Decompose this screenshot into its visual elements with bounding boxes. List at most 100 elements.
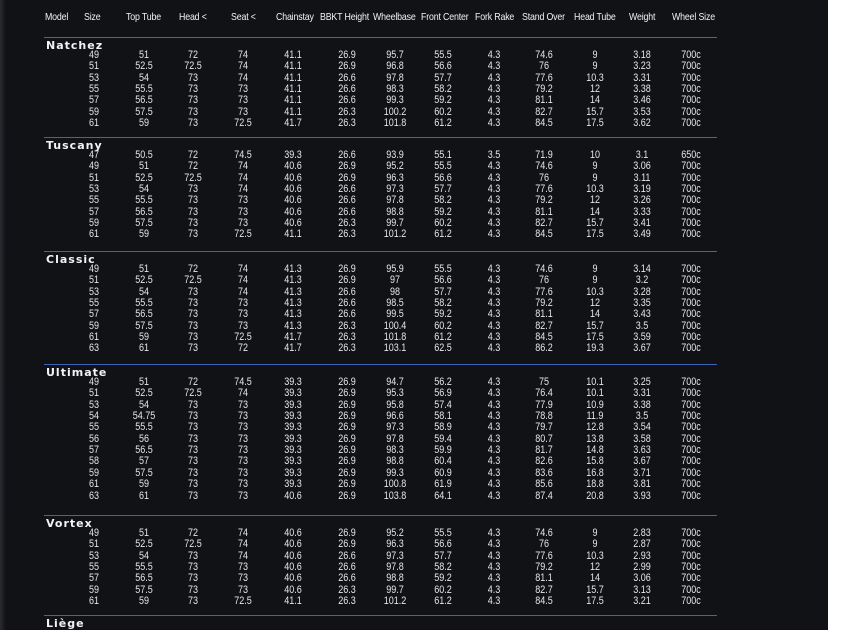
table-cell: 26.9 xyxy=(338,466,356,479)
table-cell: 73 xyxy=(237,83,249,96)
table-cell: 59 xyxy=(88,583,100,596)
table-cell: 73 xyxy=(187,319,199,332)
table-row: 55 55.5 73 73 40.6 26.6 97.8 58.2 4.3 79.2 12 3.26 7… xyxy=(0,195,828,206)
col-header: Model xyxy=(45,11,69,23)
table-cell: 73 xyxy=(187,331,199,344)
table-cell: 700c xyxy=(681,421,701,434)
table-cell: 4.3 xyxy=(487,398,501,411)
table-cell: 73 xyxy=(187,398,199,411)
table-cell: 96.6 xyxy=(386,410,404,423)
table-cell: 94.7 xyxy=(386,376,404,388)
table-row: 57 56.5 73 73 41.3 26.6 99.5 59.2 4.3 81.1 14 3.43 7… xyxy=(0,309,828,320)
table-cell: 41.1 xyxy=(284,49,302,61)
table-cell: 98.3 xyxy=(386,83,404,96)
table-cell: 700c xyxy=(681,194,701,207)
table-cell: 700c xyxy=(681,105,701,118)
table-cell: 74 xyxy=(237,49,249,61)
col-header: Weight xyxy=(629,11,656,23)
table-cell: 39.3 xyxy=(284,398,302,411)
table-cell: 700c xyxy=(681,60,701,73)
table-cell: 58.2 xyxy=(434,297,452,310)
table-cell: 72.5 xyxy=(234,228,252,241)
table-cell: 41.7 xyxy=(284,117,302,130)
table-cell: 10.3 xyxy=(586,549,604,562)
table-cell: 3.54 xyxy=(633,421,651,434)
table-cell: 26.6 xyxy=(338,83,356,96)
table-cell: 93.9 xyxy=(386,149,404,161)
table-cell: 61 xyxy=(88,331,100,344)
table-cell: 9 xyxy=(592,49,598,61)
table-cell: 40.6 xyxy=(284,538,302,551)
table-cell: 74 xyxy=(237,274,249,287)
table-cell: 4.3 xyxy=(487,83,501,96)
table-cell: 26.9 xyxy=(338,274,356,287)
table-cell: 39.3 xyxy=(284,149,302,161)
table-cell: 26.9 xyxy=(338,376,356,388)
table-cell: 40.6 xyxy=(284,205,302,218)
table-cell: 3.18 xyxy=(633,49,651,61)
table-cell: 74 xyxy=(237,183,249,196)
col-header: Stand Over xyxy=(522,11,565,23)
table-cell: 72.5 xyxy=(184,274,202,287)
table-cell: 55.1 xyxy=(434,149,452,161)
table-row: 56 56 73 73 39.3 26.9 97.8 59.4 4.3 80.7 13.8 3.58 7… xyxy=(0,433,828,445)
table-cell: 3.43 xyxy=(633,308,651,321)
table-cell: 40.6 xyxy=(284,572,302,585)
table-cell: 26.3 xyxy=(338,331,356,344)
table-cell: 4.3 xyxy=(487,538,501,551)
table-cell: 56.5 xyxy=(135,572,153,585)
table-cell: 650c xyxy=(681,149,701,161)
table-cell: 52.5 xyxy=(135,274,153,287)
table-cell: 700c xyxy=(681,489,701,502)
table-cell: 41.7 xyxy=(284,331,302,344)
table-cell: 17.5 xyxy=(586,228,604,241)
table-cell: 700c xyxy=(681,549,701,562)
table-cell: 58 xyxy=(88,455,100,468)
table-cell: 55.5 xyxy=(434,160,452,173)
table-cell: 97 xyxy=(389,274,401,287)
table-cell: 73 xyxy=(237,398,249,411)
table-cell: 77.6 xyxy=(535,549,553,562)
table-cell: 71.9 xyxy=(535,149,553,161)
table-cell: 4.3 xyxy=(487,49,501,61)
table-cell: 59 xyxy=(138,331,150,344)
table-cell: 4.3 xyxy=(487,228,501,241)
table-cell: 75 xyxy=(538,376,550,388)
table-cell: 73 xyxy=(237,455,249,468)
table-cell: 60.2 xyxy=(434,217,452,230)
table-cell: 26.3 xyxy=(338,228,356,241)
table-cell: 96.8 xyxy=(386,60,404,73)
table-cell: 57.4 xyxy=(434,398,452,411)
table-cell: 26.9 xyxy=(338,263,356,275)
table-cell: 9 xyxy=(592,538,598,551)
table-cell: 87.4 xyxy=(535,489,553,502)
table-cell: 16.8 xyxy=(586,466,604,479)
table-cell: 4.3 xyxy=(487,331,501,344)
table-cell: 700c xyxy=(681,376,701,388)
table-cell: 101.8 xyxy=(383,331,407,344)
table-cell: 2.87 xyxy=(633,538,651,551)
table-cell: 700c xyxy=(681,398,701,411)
table-cell: 76 xyxy=(538,538,550,551)
table-cell: 700c xyxy=(681,183,701,196)
table-cell: 3.31 xyxy=(633,387,651,400)
table-cell: 60.2 xyxy=(434,583,452,596)
table-cell: 26.6 xyxy=(338,205,356,218)
table-cell: 3.33 xyxy=(633,205,651,218)
table-cell: 74 xyxy=(237,171,249,184)
table-cell: 61.2 xyxy=(434,117,452,130)
table-cell: 52.5 xyxy=(135,171,153,184)
table-cell: 39.3 xyxy=(284,387,302,400)
table-row: 58 57 73 73 39.3 26.9 98.8 60.4 4.3 82.6 15.8 3.67 7… xyxy=(0,456,828,467)
table-cell: 73 xyxy=(187,228,199,241)
table-cell: 3.21 xyxy=(633,595,651,608)
table-cell: 52.5 xyxy=(135,538,153,551)
table-cell: 40.6 xyxy=(284,217,302,230)
table-cell: 61 xyxy=(88,595,100,608)
table-cell: 4.3 xyxy=(487,60,501,73)
table-cell: 41.1 xyxy=(284,83,302,96)
table-cell: 72.5 xyxy=(234,595,252,608)
table-cell: 3.5 xyxy=(635,410,649,423)
table-cell: 700c xyxy=(681,297,701,310)
table-cell: 50.5 xyxy=(135,149,153,161)
